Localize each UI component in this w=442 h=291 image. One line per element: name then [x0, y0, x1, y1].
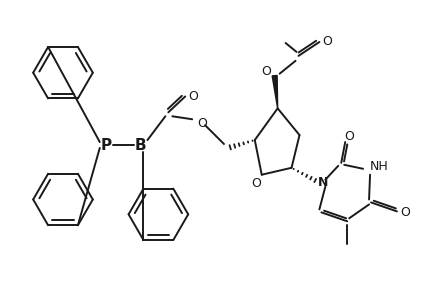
Text: B: B	[135, 138, 146, 152]
Text: NH: NH	[370, 160, 389, 173]
Text: O: O	[400, 206, 410, 219]
Text: P: P	[100, 138, 111, 152]
Text: O: O	[197, 117, 207, 130]
Text: N: N	[318, 176, 328, 189]
Text: O: O	[344, 129, 354, 143]
Text: O: O	[322, 36, 332, 49]
Text: O: O	[251, 177, 261, 190]
Text: O: O	[261, 65, 271, 78]
Polygon shape	[272, 75, 278, 108]
Text: O: O	[188, 90, 198, 103]
